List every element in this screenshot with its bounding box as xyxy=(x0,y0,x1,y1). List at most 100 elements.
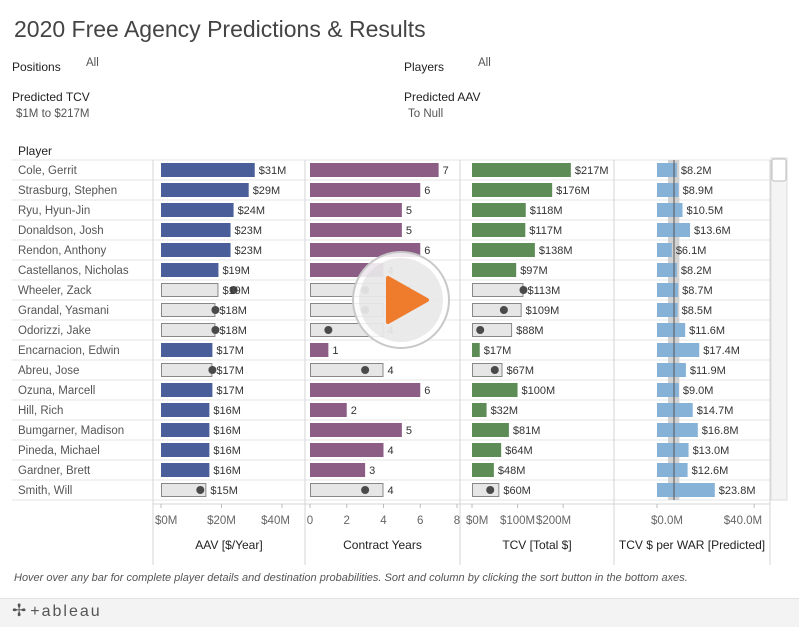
years-data-label: 1 xyxy=(332,345,338,357)
war-data-label: $8.5M xyxy=(682,305,713,317)
war-tick-label: $40.0M xyxy=(724,515,762,527)
tcv-bar-unsigned xyxy=(472,303,522,317)
war-bar xyxy=(657,203,683,217)
scrollbar-thumb[interactable] xyxy=(771,158,787,182)
tcv-bar xyxy=(472,263,517,277)
player-name: Grandal, Yasmani xyxy=(18,305,109,317)
war-data-label: $11.6M xyxy=(689,325,725,337)
aav-bar xyxy=(161,223,231,237)
aav-bar-unsigned xyxy=(161,483,207,497)
tcv-tick-label: $100M xyxy=(500,515,535,527)
war-bar xyxy=(657,343,700,357)
aav-data-label: $17M xyxy=(216,365,244,377)
players-filter-label: Players xyxy=(404,60,445,74)
aav-data-label: $19M xyxy=(222,285,250,297)
tcv-bar xyxy=(472,163,571,177)
tableau-logo[interactable]: ✢ +ableau xyxy=(12,601,102,621)
years-data-label: 6 xyxy=(424,385,430,397)
tcv-data-label: $97M xyxy=(520,265,548,277)
war-bar xyxy=(657,483,715,497)
tcv-bar xyxy=(472,203,526,217)
years-bar xyxy=(310,383,421,397)
war-data-label: $12.6M xyxy=(692,465,729,477)
aav-bar xyxy=(161,443,210,457)
predicted-tcv-filter-label: Predicted TCV xyxy=(12,90,90,104)
war-data-label: $23.8M xyxy=(719,485,756,497)
player-name: Ozuna, Marcell xyxy=(18,385,95,397)
tcv-bar xyxy=(472,243,535,257)
aav-data-label: $31M xyxy=(259,165,287,177)
years-predicted-dot xyxy=(324,326,333,334)
years-data-label: 4 xyxy=(388,365,394,377)
war-bar xyxy=(657,403,693,417)
tcv-data-label: $60M xyxy=(503,485,531,497)
war-bar xyxy=(657,363,686,377)
years-data-label: 4 xyxy=(388,485,394,497)
tcv-tick-label: $200M xyxy=(536,515,571,527)
positions-filter-value[interactable]: All xyxy=(86,57,99,69)
war-data-label: $14.7M xyxy=(697,405,734,417)
aav-data-label: $18M xyxy=(219,325,247,337)
tcv-predicted-dot xyxy=(519,286,528,294)
tcv-data-label: $64M xyxy=(505,445,533,457)
tcv-bar xyxy=(472,343,480,357)
aav-bar xyxy=(161,203,234,217)
war-data-label: $13.6M xyxy=(694,225,731,237)
tcv-data-label: $81M xyxy=(513,425,541,437)
tcv-data-label: $88M xyxy=(516,325,544,337)
years-tick-label: 4 xyxy=(380,515,387,527)
years-bar xyxy=(310,223,402,237)
free-agency-chart: Player Cole, Gerrit Strasburg, Stephen Ryu,… xyxy=(12,144,788,565)
tcv-data-label: $100M xyxy=(522,385,556,397)
years-tick-label: 2 xyxy=(344,515,350,527)
aav-bar xyxy=(161,163,255,177)
war-data-label: $8.2M xyxy=(681,265,712,277)
tcv-data-label: $113M xyxy=(527,285,560,297)
tcv-bar-unsigned xyxy=(472,283,524,297)
tcv-data-label: $217M xyxy=(575,165,609,177)
aav-data-label: $15M xyxy=(210,485,238,497)
war-axis-title: TCV $ per WAR [Predicted] xyxy=(619,538,765,552)
tcv-data-label: $109M xyxy=(526,305,560,317)
page-title: 2020 Free Agency Predictions & Results xyxy=(14,16,426,42)
tcv-data-label: $48M xyxy=(498,465,526,477)
tcv-bar xyxy=(472,223,526,237)
player-name: Smith, Will xyxy=(18,485,72,497)
tcv-predicted-dot xyxy=(499,306,508,314)
war-bar xyxy=(657,183,679,197)
players-filter-value[interactable]: All xyxy=(478,57,491,69)
war-bar xyxy=(657,243,672,257)
aav-bar xyxy=(161,243,231,257)
aav-bar xyxy=(161,263,219,277)
years-data-label: 5 xyxy=(406,225,412,237)
tcv-bar xyxy=(472,183,553,197)
play-button[interactable] xyxy=(351,250,451,350)
tcv-data-label: $17M xyxy=(484,345,512,357)
tcv-data-label: $118M xyxy=(530,205,563,217)
aav-predicted-dot xyxy=(196,486,205,494)
years-tick-label: 0 xyxy=(307,515,313,527)
aav-data-label: $16M xyxy=(213,425,241,437)
predicted-aav-filter-value[interactable]: To Null xyxy=(408,108,444,120)
aav-bar-unsigned xyxy=(161,323,216,337)
tcv-data-label: $176M xyxy=(556,185,590,197)
war-bar xyxy=(657,163,677,177)
predicted-tcv-filter-value[interactable]: $1M to $217M xyxy=(16,108,90,120)
tcv-data-label: $138M xyxy=(539,245,573,257)
years-axis-title: Contract Years xyxy=(343,538,422,552)
player-name: Bumgarner, Madison xyxy=(18,425,124,437)
aav-tick-label: $20M xyxy=(207,515,236,527)
aav-data-label: $19M xyxy=(222,265,250,277)
years-bar-unsigned xyxy=(310,363,384,377)
war-data-label: $13.0M xyxy=(693,445,730,457)
player-name: Cole, Gerrit xyxy=(18,165,78,177)
tcv-data-label: $117M xyxy=(529,225,562,237)
aav-data-label: $23M xyxy=(235,245,263,257)
aav-bar-unsigned xyxy=(161,303,216,317)
aav-data-label: $29M xyxy=(253,185,281,197)
war-data-label: $10.5M xyxy=(687,205,724,217)
player-name: Rendon, Anthony xyxy=(18,245,106,257)
player-name: Encarnacion, Edwin xyxy=(18,345,120,357)
years-bar-unsigned xyxy=(310,483,384,497)
footnote: Hover over any bar for complete player d… xyxy=(14,572,688,584)
